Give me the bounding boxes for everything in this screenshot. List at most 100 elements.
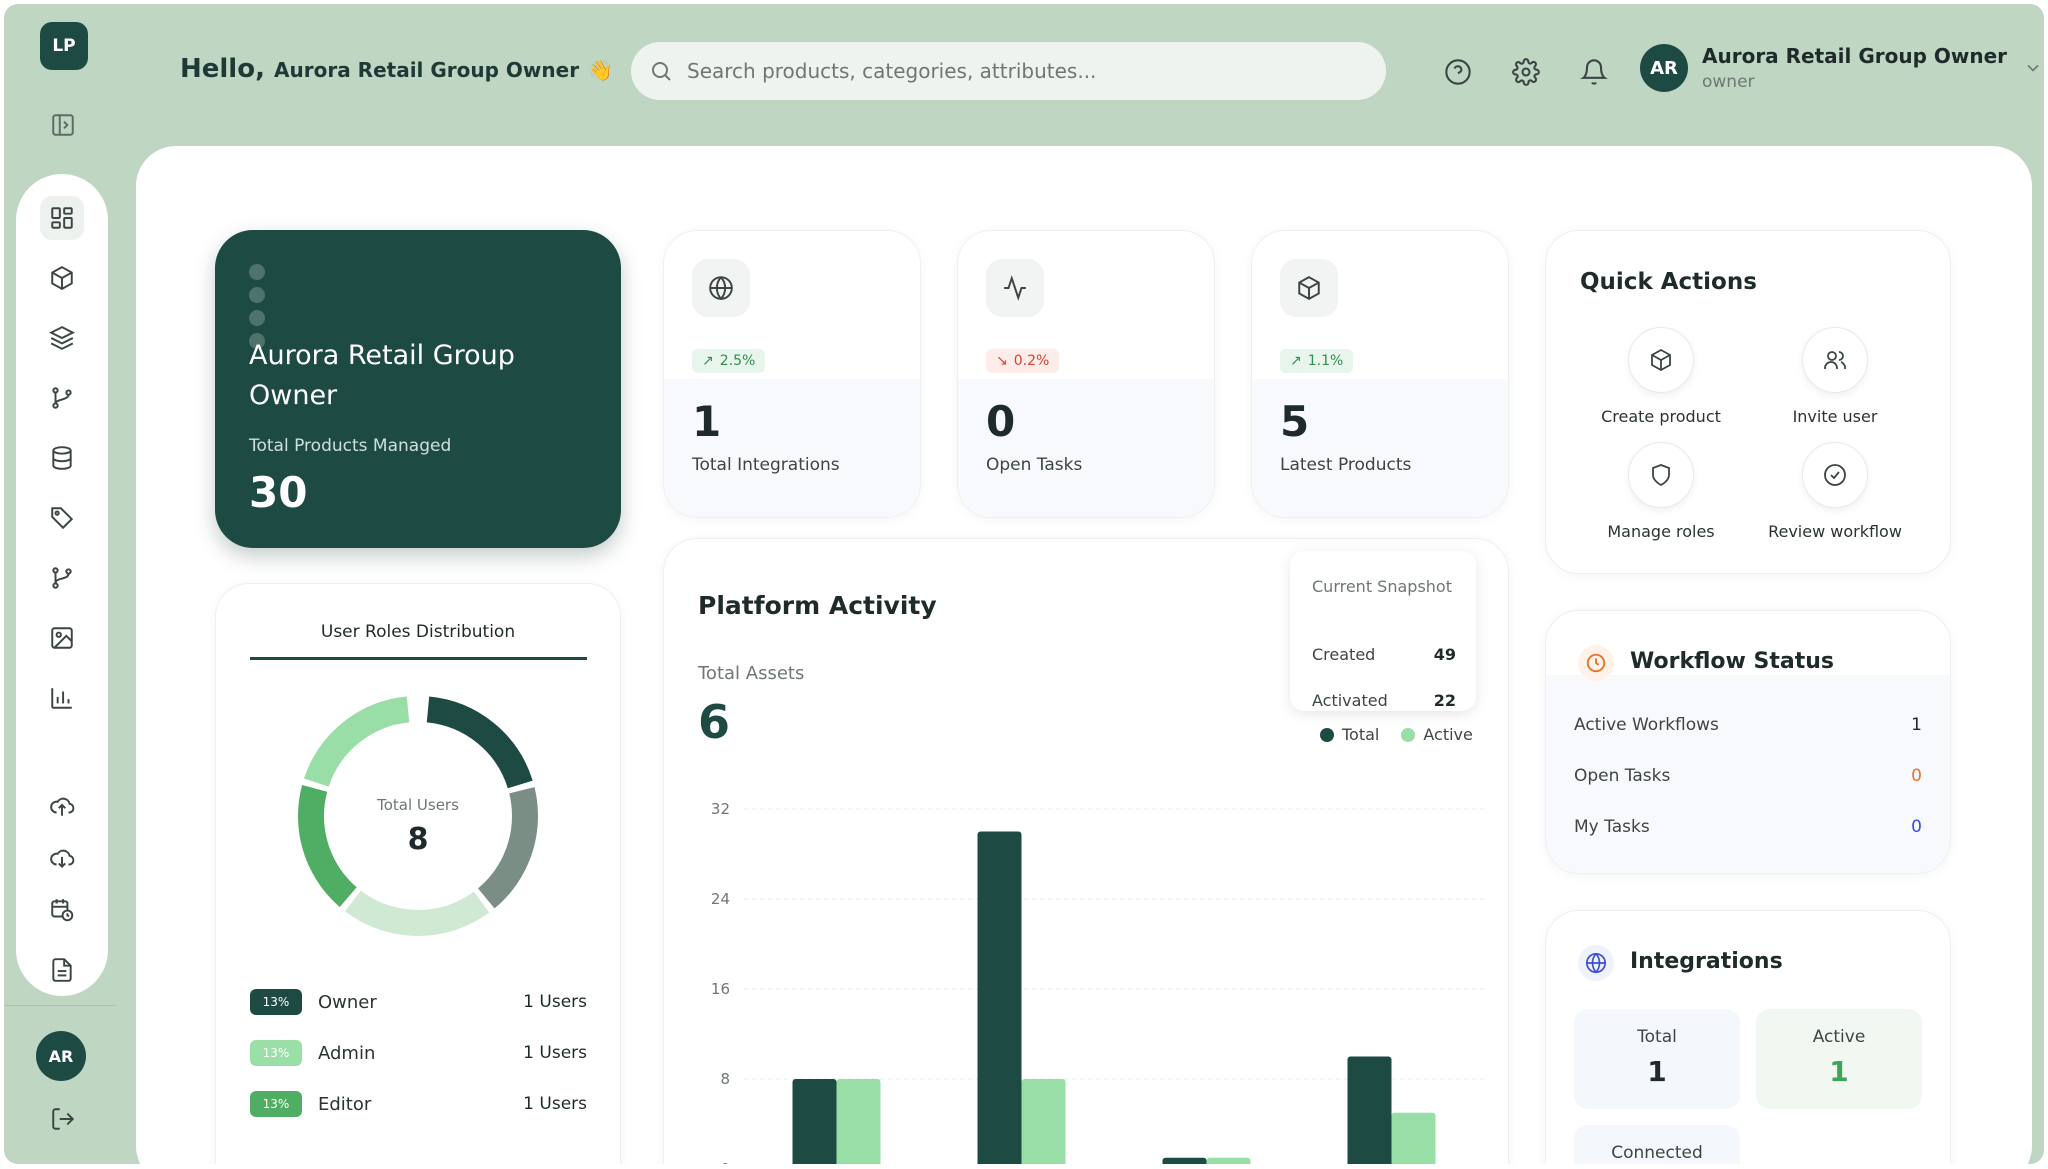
help-icon[interactable] [1442,56,1474,88]
logout-icon[interactable] [48,1104,78,1134]
stat-value: 1 [692,397,722,446]
manage-roles-button[interactable]: Manage roles [1586,442,1736,541]
trend-value: 2.5% [719,353,756,369]
platform-activity-bar-chart: 0 8 16 24 32 [711,800,1484,1165]
globe-icon [1578,945,1614,981]
search-icon [652,62,671,81]
shield-icon [1628,442,1694,508]
stat-card-footer [664,379,920,517]
workflow-title: Workflow Status [1630,649,1834,674]
notification-bell-icon[interactable] [1578,56,1610,88]
review-workflow-button[interactable]: Review workflow [1760,442,1910,541]
integrations-connected-label: Connected [1611,1143,1703,1163]
sidebar-item-analytics[interactable] [40,676,84,720]
sidebar-nav [16,174,108,996]
workflow-value: 1 [1911,715,1922,735]
sidebar-item-versions[interactable] [40,376,84,420]
trend-badge: ↗ 1.1% [1280,349,1354,373]
sidebar-item-categories[interactable] [40,316,84,360]
sidebar-item-tags[interactable] [40,496,84,540]
bar-active[interactable] [836,1079,881,1164]
stat-card-integrations[interactable]: ↗ 2.5% 1 Total Integrations [663,230,921,518]
stat-card-latest-products[interactable]: ↗ 1.1% 5 Latest Products [1251,230,1509,518]
quick-action-label: Create product [1601,407,1721,426]
search-bar[interactable] [631,42,1386,100]
donut-segment-contributor [298,696,538,936]
trend-badge: ↘ 0.2% [986,349,1060,373]
role-count: 1 Users [523,1043,587,1063]
bar-total[interactable] [1162,1157,1207,1164]
sidebar-toggle-icon[interactable] [48,110,78,140]
invite-user-button[interactable]: Invite user [1760,327,1910,426]
quick-actions-card: Quick Actions Create product Invite user… [1545,230,1951,574]
bar-total[interactable] [977,831,1022,1165]
trend-down-icon: ↘ [996,353,1008,369]
decorative-dots [249,264,265,356]
workflow-row[interactable]: My Tasks 0 [1574,817,1922,837]
user-avatar: AR [1640,44,1688,92]
bar-active[interactable] [1021,1079,1066,1164]
sidebar-item-media[interactable] [40,616,84,660]
donut-segment-editor [298,696,538,936]
wave-emoji: 👋 [588,58,614,82]
settings-gear-icon[interactable] [1510,56,1542,88]
app-logo[interactable]: LP [40,22,88,70]
bar-active[interactable] [1391,1112,1436,1164]
stat-card-open-tasks[interactable]: ↘ 0.2% 0 Open Tasks [957,230,1215,518]
sidebar-item-import[interactable] [40,784,84,828]
stat-label: Total Integrations [692,455,840,475]
clock-icon [1578,645,1614,681]
sidebar-item-schedule[interactable] [40,888,84,932]
chevron-down-icon [2027,64,2039,72]
workflow-status-card: Workflow Status Active Workflows 1 Open … [1545,610,1951,874]
user-menu[interactable]: AR Aurora Retail Group Owner owner [1640,44,2043,92]
snapshot-value: 22 [1433,691,1456,710]
role-name: Owner [318,991,377,1013]
quick-action-label: Invite user [1792,407,1878,426]
integrations-total-tile: Total 1 [1574,1009,1740,1109]
bar-total[interactable] [792,1079,837,1164]
git-branch-icon [52,387,72,409]
sidebar-item-reports[interactable] [40,948,84,992]
platform-activity-card: Platform Activity Total Assets 6 Current… [663,538,1509,1164]
workflow-value: 0 [1911,766,1922,786]
sidebar-item-database[interactable] [40,436,84,480]
workflow-row[interactable]: Open Tasks 0 [1574,766,1922,786]
role-legend-row: 13% Owner 1 Users [250,988,587,1016]
workflow-label: My Tasks [1574,817,1650,837]
search-input[interactable] [687,59,1347,83]
user-roles-card: User Roles Distribution Total Users 8 13… [215,583,621,1164]
total-users-value: 8 [407,822,429,857]
products-managed-value: 30 [249,468,308,517]
cloud-download-icon [50,849,75,869]
snapshot-label: Created [1312,645,1376,664]
quick-action-label: Manage roles [1607,522,1715,541]
bar-total[interactable] [1347,1056,1392,1165]
user-name: Aurora Retail Group Owner [1702,44,2008,68]
integrations-active-value: 1 [1829,1055,1849,1088]
products-managed-label: Total Products Managed [249,436,452,456]
bar-chart-icon [51,688,72,709]
workflow-row[interactable]: Active Workflows 1 [1574,715,1922,735]
create-product-button[interactable]: Create product [1586,327,1736,426]
sidebar-item-products[interactable] [40,256,84,300]
sidebar-item-dashboard[interactable] [40,196,84,240]
sidebar-item-export[interactable] [40,836,84,880]
tags-icon [51,507,74,530]
organization-name: Aurora Retail Group Owner [249,340,515,411]
bar-active[interactable] [1206,1157,1251,1164]
greeting: Hello, Aurora Retail Group Owner 👋 [180,54,613,84]
image-icon [51,627,73,649]
main-content: Aurora Retail Group Owner Total Products… [136,146,2032,1164]
integrations-title: Integrations [1630,949,1783,974]
trend-value: 1.1% [1307,353,1344,369]
integrations-connected-tile: Connected [1574,1125,1740,1164]
role-percent: 13% [250,1091,302,1117]
chart-legend: Total Active [1320,725,1473,744]
integrations-total-label: Total [1637,1027,1677,1047]
sidebar-item-workflows[interactable] [40,556,84,600]
donut-center: Total Users 8 [298,796,538,857]
legend-label-total: Total [1342,725,1380,744]
sidebar-avatar[interactable]: AR [36,1031,86,1081]
dashboard-icon [51,207,73,229]
